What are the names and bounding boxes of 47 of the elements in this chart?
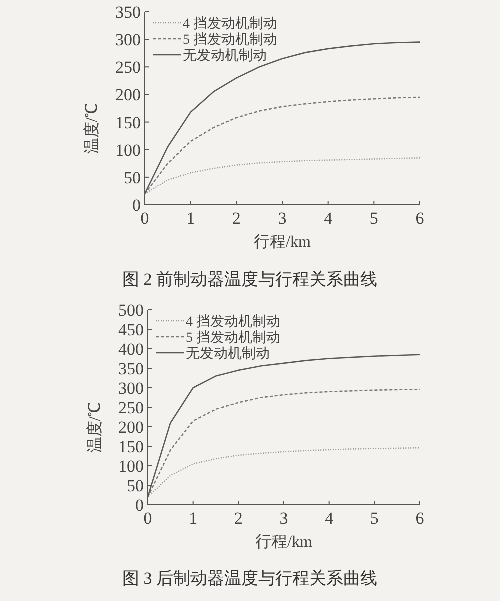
line-series [144,96,421,195]
y-tick-label: 50 [124,168,141,188]
legend-label: 5 挡发动机制动 [186,330,280,346]
y-tick-label: 350 [118,360,144,378]
y-tick-label: 200 [116,86,141,105]
y-tick-label: 150 [116,113,141,132]
y-tick-label: 250 [116,58,141,78]
y-tick-label: 250 [118,398,144,418]
y-axis-title: 温度/℃ [86,402,104,454]
y-tick-label: 150 [118,438,144,456]
text: 图 3 后制动器温度与行程关系曲线 [122,569,378,588]
x-tick-label: 1 [186,209,196,228]
x-tick-label: 2 [232,209,241,228]
y-tick-label: 0 [132,196,141,215]
x-tick-label: 3 [280,509,288,528]
y-tick-label: 0 [136,496,144,515]
legend-label: 4 挡发动机制动 [183,16,278,32]
line-series [147,388,421,498]
line-series [147,447,421,498]
legend-label: 5 挡发动机制动 [183,32,278,48]
y-tick-label: 350 [116,3,141,22]
text: 图 2 前制动器温度与行程关系曲线 [122,270,378,289]
legend-label: 无发动机制动 [186,346,270,362]
y-tick-label: 400 [118,340,144,359]
y-tick-label: 50 [127,476,144,496]
x-tick-label: 6 [416,509,424,528]
line-series [144,157,421,195]
x-tick-label: 5 [370,509,379,528]
y-axis-title: 温度/℃ [83,102,101,154]
x-tick-label: 5 [370,209,378,228]
x-tick-label: 6 [416,209,424,228]
legend-label: 无发动机制动 [183,48,267,64]
x-tick-label: 4 [324,209,334,228]
x-tick-label: 2 [234,509,243,528]
x-axis-title: 行程/km [256,534,313,551]
x-axis-title: 行程/km [254,234,312,251]
y-tick-label: 300 [118,379,144,398]
y-tick-label: 100 [118,457,144,476]
x-tick-label: 4 [325,509,334,528]
y-tick-label: 450 [118,320,144,340]
y-tick-label: 300 [116,30,141,50]
x-tick-label: 1 [189,509,198,528]
legend-label: 4 挡发动机制动 [186,314,280,330]
y-tick-label: 500 [118,301,144,320]
y-tick-label: 100 [116,140,141,160]
x-tick-label: 3 [278,209,287,228]
y-tick-label: 200 [118,418,144,437]
